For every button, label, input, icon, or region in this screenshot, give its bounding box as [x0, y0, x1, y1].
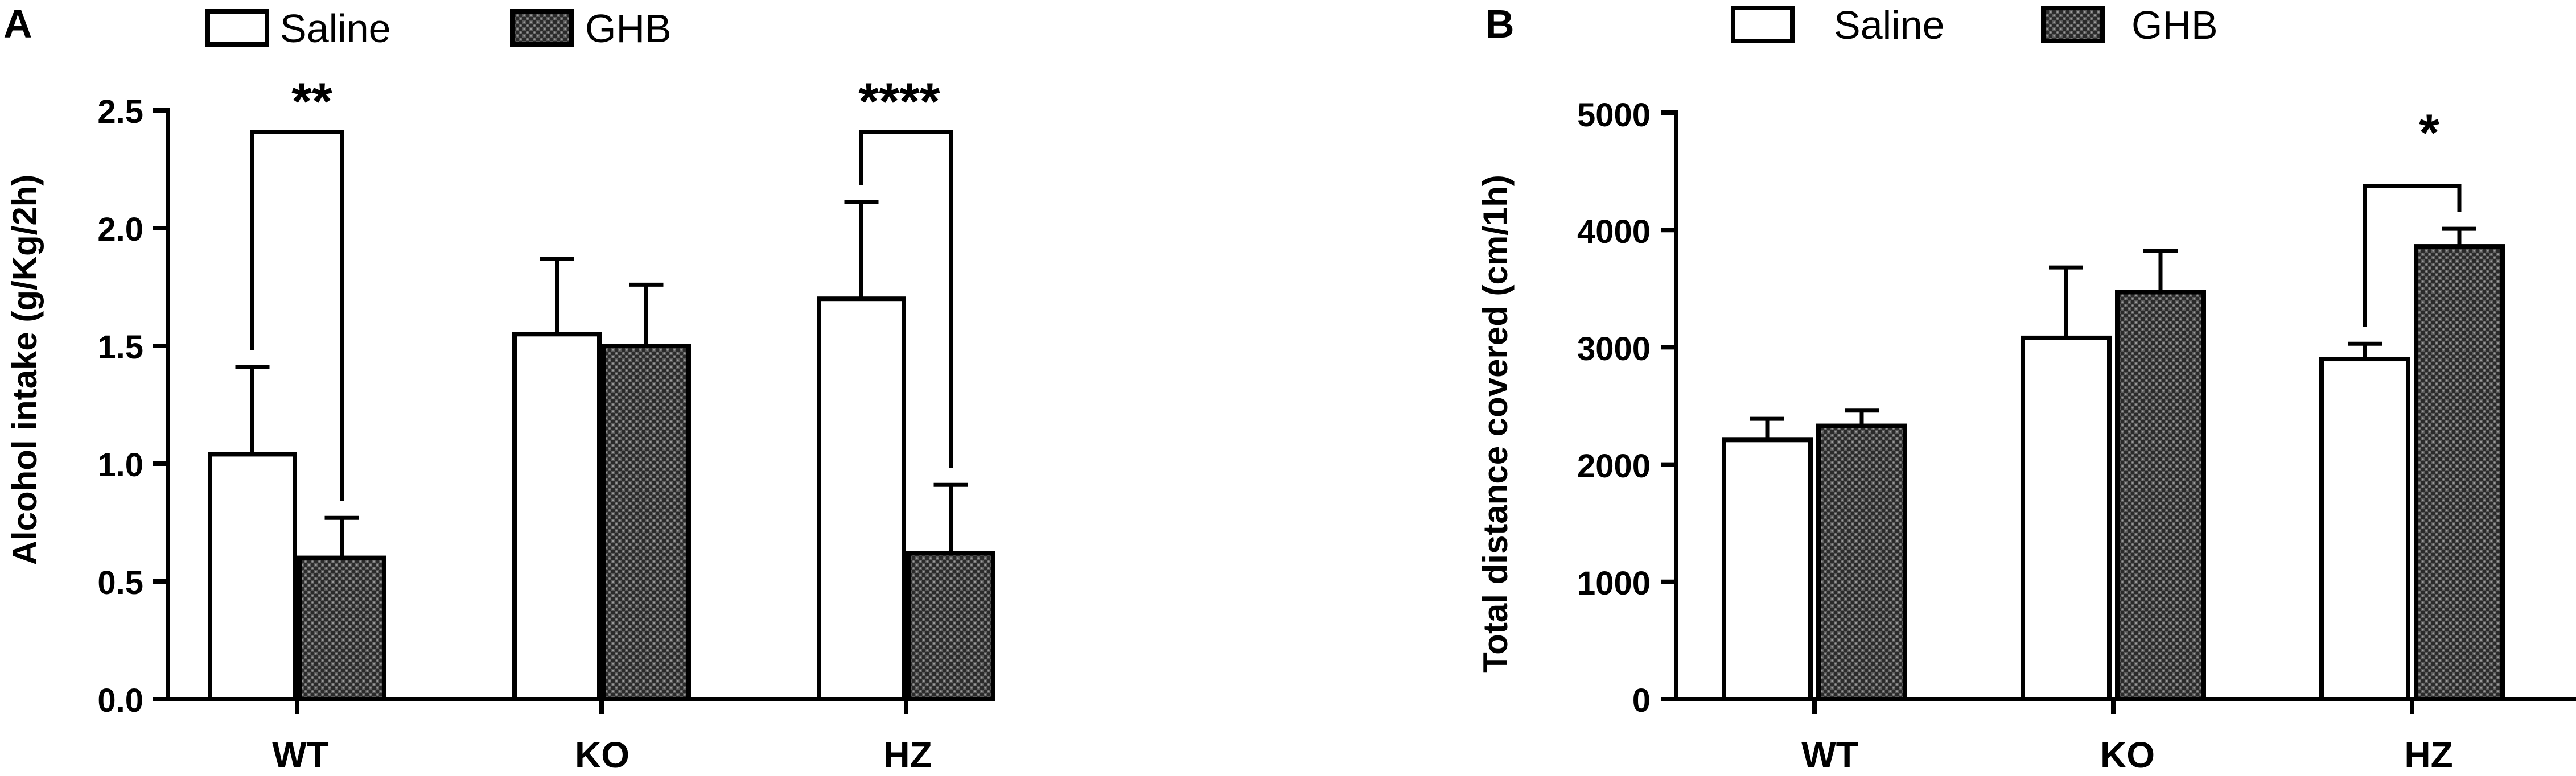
legend-a: Saline GHB — [205, 6, 672, 51]
bar-saline-wt — [1722, 437, 1813, 701]
chart-panel-b: B Saline GHB Total distance covered (cm/… — [1476, 2, 2576, 775]
y-tick-label: 1000 — [1577, 565, 1651, 602]
x-category-label: KO — [575, 734, 629, 775]
legend-label-saline: Saline — [1834, 3, 1945, 47]
legend-swatch-ghb — [2041, 6, 2105, 43]
x-category-label: KO — [2100, 734, 2155, 775]
x-category-label: WT — [272, 734, 329, 775]
x-category-label: HZ — [2404, 734, 2452, 775]
y-axis-label-b: Total distance covered (cm/1h) — [1476, 175, 1515, 673]
x-category-labels-b: WT KO HZ — [1801, 734, 2452, 775]
chart-panel-a: A Saline GHB Alcohol intake (g/Kg/2h) 0.… — [3, 2, 995, 775]
y-tick-label: 0.0 — [97, 682, 143, 719]
bar-saline-ko — [2021, 335, 2112, 701]
x-category-label: HZ — [883, 734, 932, 775]
y-tick-label: 4000 — [1577, 213, 1651, 250]
y-tick-label: 1.0 — [97, 447, 143, 484]
panel-label-a: A — [3, 2, 32, 46]
bar-ghb-wt — [297, 555, 386, 701]
bar-saline-wt — [208, 452, 297, 701]
x-category-labels-a: WT KO HZ — [272, 734, 932, 775]
y-tick-label: 0 — [1632, 682, 1651, 719]
bar-saline-hz — [2319, 357, 2410, 701]
legend-swatch-ghb — [510, 9, 574, 47]
legend-b: Saline GHB — [1731, 3, 2218, 47]
bar-ghb-ko — [2115, 290, 2206, 701]
y-axis-label-a: Alcohol intake (g/Kg/2h) — [6, 175, 44, 566]
legend-label-ghb: GHB — [585, 6, 672, 51]
legend-label-ghb: GHB — [2131, 3, 2218, 47]
y-tick-label: 2.0 — [97, 211, 143, 248]
significance-bracket — [2363, 184, 2462, 327]
significance-a: ** **** — [291, 73, 940, 131]
bar-ghb-ko — [602, 344, 691, 701]
y-tick-label: 1.5 — [97, 329, 143, 366]
y-tick-labels-b: 0 1000 2000 3000 4000 5000 — [1577, 97, 1651, 719]
y-tick-label: 0.5 — [97, 564, 143, 601]
significance-label-wt: ** — [291, 73, 332, 131]
bar-ghb-wt — [1816, 423, 1907, 702]
significance-label-hz: * — [2419, 104, 2439, 162]
y-tick-label: 3000 — [1577, 331, 1651, 368]
significance-bracket — [250, 130, 344, 501]
bar-saline-ko — [512, 332, 602, 701]
significance-b: * — [2419, 104, 2439, 162]
legend-swatch-saline — [1731, 6, 1795, 43]
legend-swatch-saline — [205, 9, 269, 47]
bar-ghb-hz — [2414, 244, 2505, 701]
y-tick-label: 5000 — [1577, 97, 1651, 134]
significance-bracket — [859, 130, 953, 468]
bar-saline-hz — [817, 296, 906, 701]
y-tick-label: 2000 — [1577, 448, 1651, 485]
x-category-label: WT — [1801, 734, 1858, 775]
legend-label-saline: Saline — [280, 6, 391, 51]
y-tick-label: 2.5 — [97, 93, 143, 130]
y-tick-labels-a: 0.0 0.5 1.0 1.5 2.0 2.5 — [97, 93, 143, 719]
bar-ghb-hz — [906, 551, 995, 701]
significance-label-hz: **** — [858, 73, 940, 131]
panel-label-b: B — [1485, 2, 1515, 46]
